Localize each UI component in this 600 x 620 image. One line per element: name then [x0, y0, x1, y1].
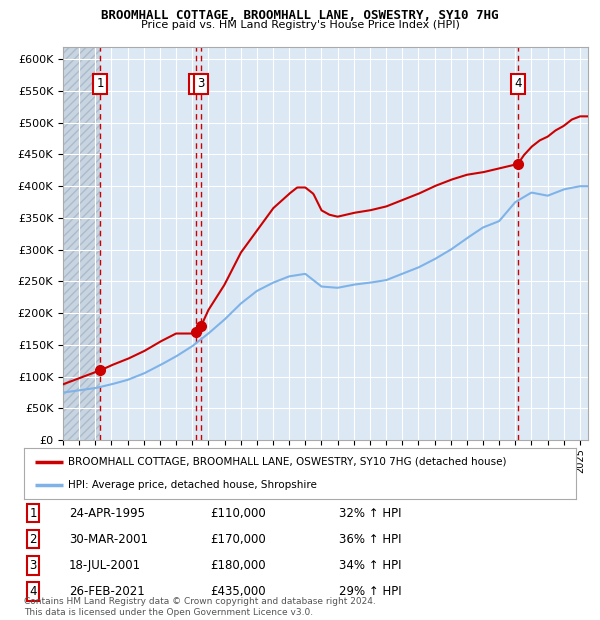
Text: £170,000: £170,000 — [210, 533, 266, 546]
Text: 1: 1 — [97, 78, 104, 91]
Bar — [63, 46, 100, 440]
Text: 2: 2 — [193, 78, 200, 91]
Text: BROOMHALL COTTAGE, BROOMHALL LANE, OSWESTRY, SY10 7HG: BROOMHALL COTTAGE, BROOMHALL LANE, OSWES… — [101, 9, 499, 22]
Text: 29% ↑ HPI: 29% ↑ HPI — [339, 585, 401, 598]
Text: £435,000: £435,000 — [210, 585, 266, 598]
Text: 4: 4 — [514, 78, 521, 91]
Text: 18-JUL-2001: 18-JUL-2001 — [69, 559, 141, 572]
Text: 2: 2 — [29, 533, 37, 546]
Text: Price paid vs. HM Land Registry's House Price Index (HPI): Price paid vs. HM Land Registry's House … — [140, 20, 460, 30]
Text: £180,000: £180,000 — [210, 559, 266, 572]
Text: £110,000: £110,000 — [210, 507, 266, 520]
Text: 3: 3 — [197, 78, 205, 91]
Text: HPI: Average price, detached house, Shropshire: HPI: Average price, detached house, Shro… — [68, 480, 317, 490]
Text: Contains HM Land Registry data © Crown copyright and database right 2024.
This d: Contains HM Land Registry data © Crown c… — [24, 598, 376, 617]
Text: 32% ↑ HPI: 32% ↑ HPI — [339, 507, 401, 520]
Text: 26-FEB-2021: 26-FEB-2021 — [69, 585, 145, 598]
Text: 34% ↑ HPI: 34% ↑ HPI — [339, 559, 401, 572]
Text: 24-APR-1995: 24-APR-1995 — [69, 507, 145, 520]
Text: 1: 1 — [29, 507, 37, 520]
Text: 36% ↑ HPI: 36% ↑ HPI — [339, 533, 401, 546]
Text: 3: 3 — [29, 559, 37, 572]
Text: BROOMHALL COTTAGE, BROOMHALL LANE, OSWESTRY, SY10 7HG (detached house): BROOMHALL COTTAGE, BROOMHALL LANE, OSWES… — [68, 457, 506, 467]
Text: 30-MAR-2001: 30-MAR-2001 — [69, 533, 148, 546]
Text: 4: 4 — [29, 585, 37, 598]
